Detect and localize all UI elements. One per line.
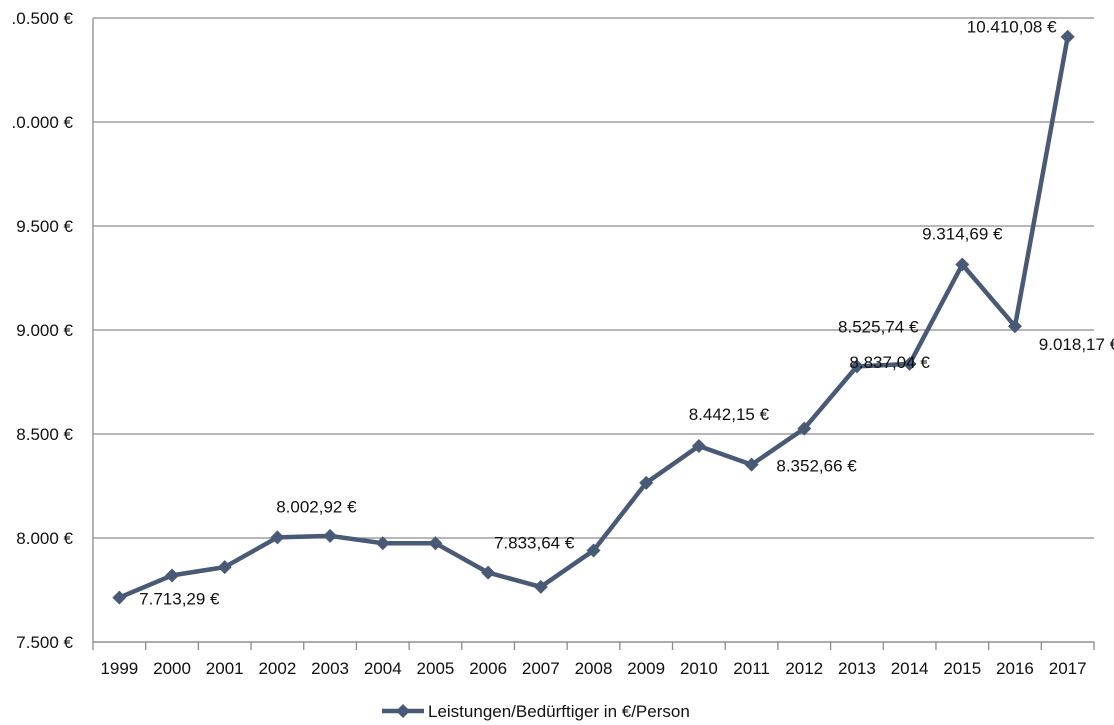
data-label: 8.352,66 €	[776, 457, 857, 476]
data-point	[323, 528, 338, 543]
x-tick-label: 2003	[311, 659, 349, 678]
x-tick-label: 2015	[943, 659, 981, 678]
y-axis-tick-labels: 7.500 € 8.000 € 8.500 € 9.000 € 9.500 € .0.00…	[12, 9, 74, 652]
data-point	[217, 560, 232, 575]
x-tick-label: 2005	[417, 659, 455, 678]
x-tick-label: 2011	[733, 659, 770, 678]
x-tick-label: 2013	[838, 659, 876, 678]
series-line-group	[112, 29, 1075, 605]
data-point	[639, 475, 654, 490]
data-point	[1060, 29, 1075, 44]
data-point	[797, 421, 812, 436]
data-point	[902, 356, 917, 371]
data-point	[112, 590, 127, 605]
data-labels: 7.713,29 € 8.002,92 € 7.833,64 € 8.442,15 €…	[139, 18, 1114, 609]
x-tick-label: 2007	[522, 659, 560, 678]
data-point	[955, 257, 970, 272]
x-tick-label: 2002	[258, 659, 296, 678]
x-tick-label: 2014	[891, 659, 929, 678]
data-point	[428, 536, 443, 551]
y-tick-label: 8.500 €	[16, 425, 73, 444]
x-tick-label: 2004	[364, 659, 402, 678]
x-tick-label: 2009	[627, 659, 665, 678]
x-tick-label: 2001	[206, 659, 244, 678]
y-tick-label: .0.000 €	[12, 113, 74, 132]
data-label: 10.410,08 €	[967, 18, 1057, 37]
x-tick-label: 2016	[996, 659, 1034, 678]
y-tick-label: 9.000 €	[16, 321, 73, 340]
x-tick-label: 2008	[575, 659, 613, 678]
x-axis: 1999 2000 2001 2002 2003 2004 2005 2006 2007 2008…	[92, 18, 1095, 678]
data-point	[1007, 319, 1022, 334]
legend-label: Leistungen/Bedürftiger in €/Person	[428, 702, 690, 721]
data-point	[586, 543, 601, 558]
data-point	[270, 530, 285, 545]
x-tick-label: 2017	[1049, 659, 1087, 678]
data-label: 8.525,74 €	[838, 318, 919, 337]
data-point	[375, 536, 390, 551]
x-tick-label: 2000	[153, 659, 191, 678]
data-label: 9.314,69 €	[922, 225, 1003, 244]
data-point	[533, 579, 548, 594]
legend: Leistungen/Bedürftiger in €/Person	[382, 702, 690, 721]
data-point	[691, 439, 706, 454]
data-point	[481, 565, 496, 580]
series-line	[118, 36, 1070, 600]
grid-lines	[93, 17, 1094, 643]
data-label: 8.837,04 €	[849, 353, 930, 372]
data-label: 9.018,17 €	[1039, 335, 1114, 354]
data-label: 8.002,92 €	[276, 497, 357, 516]
y-tick-label: 9.500 €	[16, 217, 73, 236]
x-tick-label: 2012	[785, 659, 823, 678]
y-tick-label: 8.000 €	[16, 529, 73, 548]
x-tick-label: 2010	[680, 659, 718, 678]
data-point	[165, 568, 180, 583]
x-tick-label: 1999	[100, 659, 138, 678]
y-tick-label: 7.500 €	[16, 633, 73, 652]
legend-marker	[396, 704, 410, 718]
data-label: 8.442,15 €	[689, 405, 770, 424]
x-tick-label: 2006	[469, 659, 507, 678]
data-point	[849, 359, 864, 374]
y-tick-label: .0.500 €	[12, 9, 74, 28]
data-label: 7.833,64 €	[494, 534, 575, 553]
data-label: 7.713,29 €	[139, 590, 220, 609]
data-point	[744, 457, 759, 472]
